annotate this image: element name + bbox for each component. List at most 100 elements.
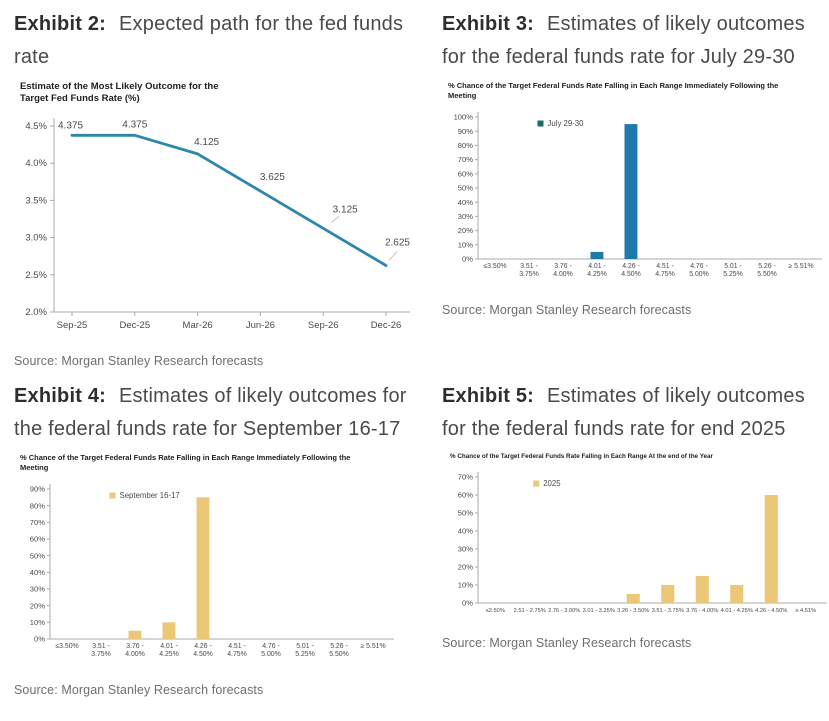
svg-text:20%: 20%: [30, 601, 45, 610]
exhibit-2-section: Exhibit 2: Expected path for the fed fund…: [0, 0, 414, 372]
svg-text:3.625: 3.625: [260, 172, 285, 183]
svg-text:0%: 0%: [34, 634, 45, 643]
svg-text:3.0%: 3.0%: [25, 232, 47, 243]
svg-text:4.76 -: 4.76 -: [690, 263, 708, 270]
svg-text:70%: 70%: [458, 473, 473, 482]
exhibit-4-section: Exhibit 4: Estimates of likely outcomes f…: [0, 372, 414, 721]
svg-text:4.51 -: 4.51 -: [656, 263, 674, 270]
svg-text:4.125: 4.125: [194, 137, 219, 148]
svg-text:3.125: 3.125: [333, 204, 358, 215]
exhibit-3-section: Exhibit 3: Estimates of likely outcomes f…: [414, 0, 829, 372]
svg-text:4.51 -: 4.51 -: [228, 643, 246, 650]
svg-text:90%: 90%: [458, 126, 473, 135]
svg-text:2.0%: 2.0%: [25, 307, 47, 318]
svg-text:4.375: 4.375: [58, 120, 83, 131]
end-2025-outcomes-bar-chart: 0% 10% 20% 30% 40% 50% 60% 70% ≤2.50% 2.51 - 2.75…: [458, 472, 827, 614]
svg-text:Jun-26: Jun-26: [246, 320, 275, 331]
svg-text:30%: 30%: [458, 212, 473, 221]
exhibit-2-label: Exhibit 2:: [14, 13, 107, 35]
svg-text:3.76 - 4.00%: 3.76 - 4.00%: [686, 608, 718, 614]
svg-text:20%: 20%: [458, 226, 473, 235]
svg-text:3.75%: 3.75%: [519, 271, 539, 278]
svg-text:3.75%: 3.75%: [91, 651, 111, 658]
svg-text:100%: 100%: [454, 112, 474, 121]
svg-text:4.375: 4.375: [122, 119, 147, 130]
svg-text:3.26 - 3.50%: 3.26 - 3.50%: [617, 608, 649, 614]
svg-text:2.625: 2.625: [385, 237, 410, 248]
svg-text:20%: 20%: [458, 563, 473, 572]
exhibit-2-source: Source: Morgan Stanley Research forecast…: [14, 353, 264, 368]
svg-text:5.50%: 5.50%: [757, 271, 777, 278]
svg-text:≥ 5.51%: ≥ 5.51%: [788, 263, 813, 270]
svg-text:4.5%: 4.5%: [25, 121, 47, 132]
september-meeting-outcomes-bar-chart: 0% 10% 20% 30% 40% 50% 60% 70% 80% 90% ≤3.50% 3.51 …: [30, 483, 394, 658]
svg-text:3.01 - 3.25%: 3.01 - 3.25%: [583, 608, 615, 614]
exhibit-4-source: Source: Morgan Stanley Research forecast…: [14, 682, 264, 697]
svg-text:30%: 30%: [458, 545, 473, 554]
svg-text:5.26 -: 5.26 -: [758, 263, 776, 270]
svg-text:10%: 10%: [30, 617, 45, 626]
svg-text:≥ 4.51%: ≥ 4.51%: [795, 608, 816, 614]
exhibit-5-source: Source: Morgan Stanley Research forecast…: [442, 636, 692, 651]
svg-text:≥ 5.51%: ≥ 5.51%: [360, 643, 385, 650]
svg-text:Mar-26: Mar-26: [183, 320, 213, 331]
exhibit-2-heading: Exhibit 2: Expected path for the fed fund…: [14, 8, 410, 74]
svg-text:Dec-25: Dec-25: [119, 320, 150, 331]
july-meeting-outcomes-bar-chart: 0% 10% 20% 30% 40% 50% 60% 70% 80% 90% 100% ≤3.50% 3…: [454, 111, 822, 278]
svg-text:September 16-17: September 16-17: [120, 491, 180, 500]
svg-text:60%: 60%: [458, 491, 473, 500]
svg-text:4.01 -: 4.01 -: [160, 643, 178, 650]
svg-text:40%: 40%: [30, 567, 45, 576]
svg-text:50%: 50%: [30, 551, 45, 560]
svg-text:2025: 2025: [543, 479, 561, 488]
svg-text:4.01 -: 4.01 -: [588, 263, 606, 270]
svg-text:4.0%: 4.0%: [25, 158, 47, 169]
svg-text:5.01 -: 5.01 -: [296, 643, 314, 650]
svg-text:4.26 - 4.50%: 4.26 - 4.50%: [755, 608, 787, 614]
svg-text:4.75%: 4.75%: [655, 271, 675, 278]
exhibit-3-chart-title: % Chance of the Target Federal Funds Rat…: [448, 81, 779, 100]
exhibit-4-heading: Exhibit 4: Estimates of likely outcomes f…: [14, 380, 410, 446]
svg-text:3.51 -: 3.51 -: [92, 643, 110, 650]
svg-text:3.76 -: 3.76 -: [126, 643, 144, 650]
exhibit-3-title: Estimates of likely outcomes for the fed…: [442, 13, 805, 68]
svg-text:3.51 -: 3.51 -: [520, 263, 538, 270]
svg-text:July 29-30: July 29-30: [548, 119, 585, 128]
svg-text:80%: 80%: [30, 501, 45, 510]
exhibit-4-label: Exhibit 4:: [14, 385, 107, 407]
svg-text:0%: 0%: [462, 599, 473, 608]
svg-text:5.50%: 5.50%: [329, 651, 349, 658]
svg-text:3.5%: 3.5%: [25, 195, 47, 206]
svg-text:Sep-26: Sep-26: [308, 320, 339, 331]
svg-text:4.76 -: 4.76 -: [262, 643, 280, 650]
exhibit-3-heading: Exhibit 3: Estimates of likely outcomes f…: [442, 8, 825, 74]
svg-text:2.5%: 2.5%: [25, 269, 47, 280]
svg-text:5.00%: 5.00%: [261, 651, 281, 658]
exhibit-2-title: Expected path for the fed funds rate: [14, 13, 404, 68]
svg-text:50%: 50%: [458, 509, 473, 518]
svg-text:4.26 -: 4.26 -: [622, 263, 640, 270]
svg-text:60%: 60%: [458, 169, 473, 178]
exhibit-5-section: Exhibit 5: Estimates of likely outcomes f…: [414, 372, 829, 721]
exhibit-5-heading: Exhibit 5: Estimates of likely outcomes f…: [442, 380, 825, 446]
svg-text:60%: 60%: [30, 534, 45, 543]
svg-text:40%: 40%: [458, 527, 473, 536]
svg-text:50%: 50%: [458, 183, 473, 192]
svg-text:90%: 90%: [30, 484, 45, 493]
svg-text:30%: 30%: [30, 584, 45, 593]
exhibit-5-label: Exhibit 5:: [442, 385, 535, 407]
exhibit-3-source: Source: Morgan Stanley Research forecast…: [442, 302, 692, 317]
svg-text:4.50%: 4.50%: [193, 651, 213, 658]
svg-text:4.25%: 4.25%: [587, 271, 607, 278]
svg-text:3.51 - 3.75%: 3.51 - 3.75%: [652, 608, 684, 614]
svg-text:Sep-25: Sep-25: [57, 320, 88, 331]
svg-text:70%: 70%: [30, 517, 45, 526]
svg-text:4.25%: 4.25%: [159, 651, 179, 658]
svg-text:5.00%: 5.00%: [689, 271, 709, 278]
svg-text:80%: 80%: [458, 141, 473, 150]
svg-text:10%: 10%: [458, 581, 473, 590]
svg-text:10%: 10%: [458, 240, 473, 249]
svg-text:Dec-26: Dec-26: [371, 320, 402, 331]
